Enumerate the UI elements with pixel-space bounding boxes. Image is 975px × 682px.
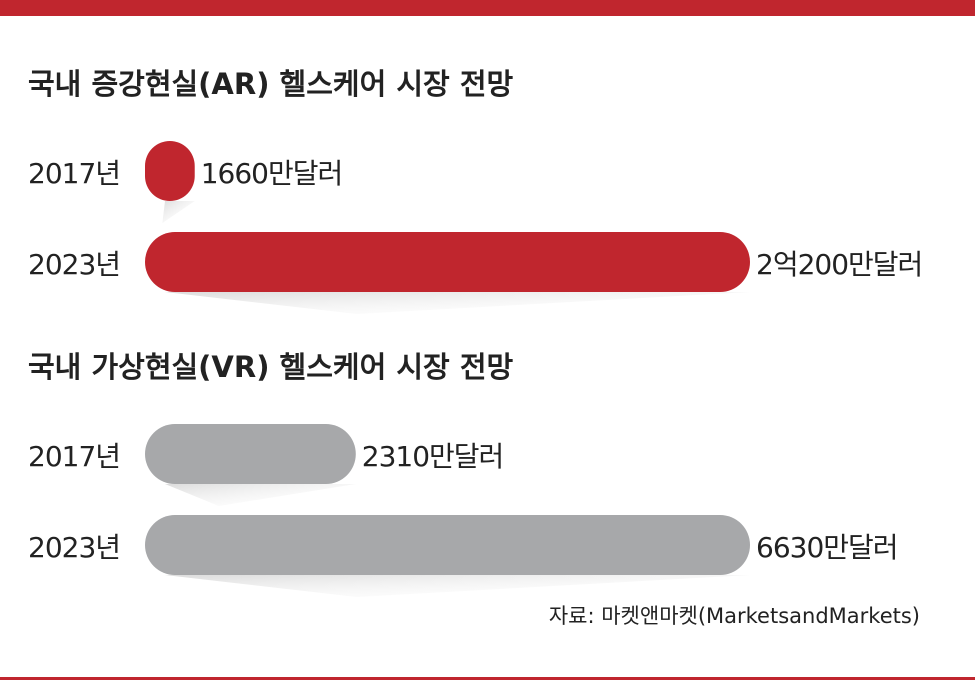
bar [145,232,750,292]
value-label: 6630만달러 [756,531,898,564]
bar-shadow [162,201,195,223]
category-label: 2023년 [28,531,120,564]
category-label: 2023년 [28,248,120,281]
value-label: 2310만달러 [362,440,504,473]
top-rule [0,0,975,16]
chart-title: 국내 가상현실(VR) 헬스케어 시장 전망 [28,350,514,384]
source: 자료: 마켓앤마켓(MarketsandMarkets) [549,604,920,628]
chart-title: 국내 증강현실(AR) 헬스케어 시장 전망 [28,67,514,101]
bar-shadow [165,575,750,597]
category-label: 2017년 [28,440,120,473]
bar [145,424,356,484]
bottom-rule [0,677,975,680]
value-label: 2억200만달러 [756,248,922,281]
bar-shadow [165,292,750,314]
bar-shadow [165,484,356,506]
category-label: 2017년 [28,157,120,190]
bar [145,141,195,201]
value-label: 1660만달러 [201,157,343,190]
bar [145,515,750,575]
